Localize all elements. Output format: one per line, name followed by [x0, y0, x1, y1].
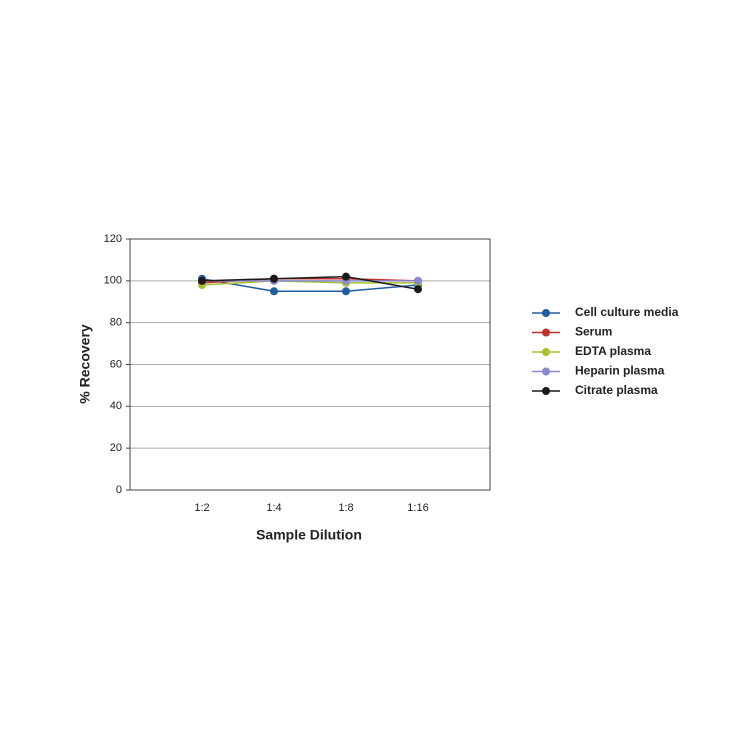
x-axis-label: Sample Dilution — [256, 527, 362, 543]
y-tick-label: 0 — [116, 484, 122, 496]
y-tick-label: 40 — [110, 400, 122, 412]
data-point — [414, 285, 422, 294]
legend-label: Serum — [575, 325, 612, 339]
legend-label: Cell culture media — [575, 305, 679, 319]
legend-marker — [542, 309, 550, 317]
series-line — [201, 278, 419, 293]
legend-label: EDTA plasma — [575, 344, 651, 358]
legend-marker — [542, 328, 550, 337]
legend-label: Heparin plasma — [575, 364, 665, 378]
data-point — [270, 287, 278, 296]
data-point — [270, 274, 278, 283]
plot-frame — [129, 238, 491, 491]
data-point — [342, 287, 350, 296]
y-tick-label: 100 — [104, 275, 122, 287]
x-tick-label: 1:2 — [194, 502, 209, 514]
legend-marker — [542, 387, 550, 395]
data-point — [198, 276, 206, 285]
legend-label: Citrate plasma — [575, 383, 658, 397]
y-tick-label: 20 — [110, 442, 122, 454]
x-tick-label: 1:8 — [338, 502, 353, 514]
data-point — [414, 276, 422, 285]
x-tick-label: 1:16 — [407, 502, 428, 514]
y-tick-label: 120 — [104, 233, 122, 245]
legend-marker — [542, 367, 550, 376]
legend-marker — [542, 348, 550, 356]
y-tick-label: 80 — [110, 317, 122, 329]
series-line — [201, 275, 419, 290]
data-point — [342, 272, 350, 281]
y-tick-label: 60 — [110, 358, 122, 370]
y-axis-label: % Recovery — [77, 324, 93, 404]
x-tick-label: 1:4 — [266, 502, 281, 514]
